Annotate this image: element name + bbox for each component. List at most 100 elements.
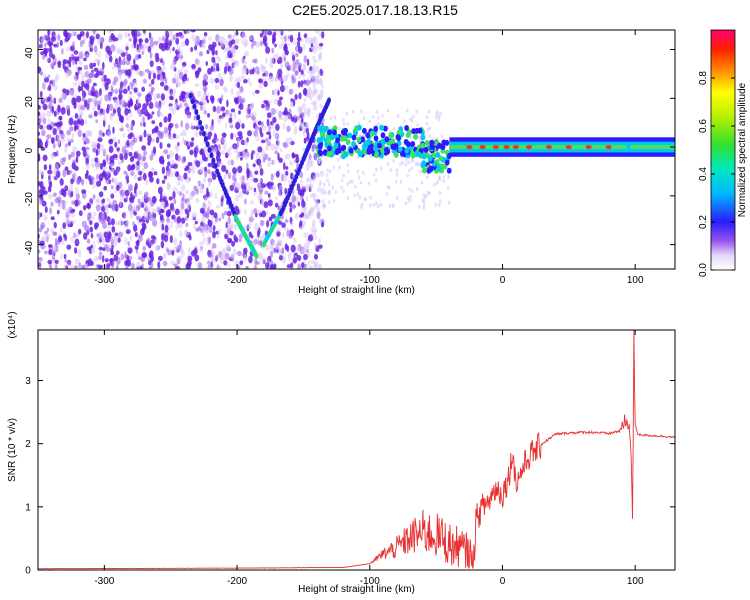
- spectrogram-point: [108, 124, 111, 132]
- spectrogram-point: [182, 91, 187, 96]
- spectrogram-point: [275, 53, 279, 58]
- spectrogram-point: [135, 215, 141, 221]
- spectrogram-point: [295, 52, 299, 58]
- spectrogram-point: [195, 160, 201, 168]
- spectrogram-point: [273, 98, 279, 105]
- band-blob: [400, 150, 405, 157]
- spectrogram-point: [244, 154, 249, 160]
- spectrogram-point: [265, 46, 271, 54]
- spectrogram-point: [290, 244, 296, 253]
- band-blob: [417, 151, 422, 158]
- spectrogram-point: [181, 94, 184, 100]
- bottom-y-tick-label: 3: [25, 376, 31, 387]
- spectrogram-point: [376, 204, 380, 209]
- spectrogram-point: [77, 85, 81, 93]
- spectrogram-point: [56, 121, 62, 128]
- spectrogram-point: [110, 204, 116, 210]
- spectrogram-point: [377, 122, 381, 126]
- spectrogram-point: [410, 166, 414, 171]
- spectrogram-point: [176, 44, 181, 53]
- spectrogram-point: [262, 125, 267, 131]
- spectrogram-point: [228, 68, 234, 75]
- spectrogram-point: [125, 194, 129, 200]
- spectrogram-point: [236, 138, 241, 144]
- spectrogram-point: [149, 154, 154, 161]
- spectrogram-point: [404, 162, 408, 167]
- spectrogram-point: [47, 169, 53, 175]
- spectrogram-point: [170, 260, 176, 266]
- descending-trace-point: [213, 163, 218, 169]
- spectrogram-point: [283, 175, 288, 182]
- descending-trace-point: [196, 114, 201, 121]
- spectrogram-point: [265, 143, 269, 152]
- spectrogram-point: [79, 86, 84, 92]
- band-blob: [368, 143, 374, 150]
- hot-spot: [492, 145, 499, 150]
- spectrogram-point: [220, 94, 224, 102]
- spectrogram-point: [110, 218, 115, 226]
- band-blob: [446, 167, 452, 174]
- spectrogram-point: [270, 213, 276, 219]
- spectrogram-point: [274, 150, 279, 155]
- spectrogram-point: [39, 197, 43, 205]
- spectrogram-point: [267, 30, 273, 36]
- spectrogram-point: [278, 185, 284, 192]
- spectrogram-point: [411, 158, 415, 163]
- spectrogram-point: [163, 252, 167, 260]
- spectrogram-point: [278, 190, 281, 197]
- spectrogram-point: [241, 67, 247, 75]
- spectrogram-point: [279, 96, 283, 101]
- spectrogram-point: [207, 236, 212, 245]
- spectrogram-point: [94, 157, 99, 163]
- spectrogram-point: [261, 30, 267, 36]
- spectrogram-point: [116, 106, 121, 114]
- spectrogram-point: [190, 141, 194, 147]
- spectrogram-point: [50, 152, 55, 160]
- spectrogram-point: [278, 157, 283, 163]
- spectrogram-point: [182, 193, 185, 201]
- top-y-tick-label: 0: [24, 147, 35, 153]
- spectrogram-point: [118, 218, 124, 227]
- spectrogram-point: [103, 114, 107, 122]
- spectrogram-point: [438, 174, 442, 179]
- spectrogram-point: [164, 30, 168, 35]
- spectrogram-point: [74, 258, 80, 265]
- spectrogram-point: [280, 62, 283, 70]
- spectrogram-point: [207, 200, 212, 208]
- spectrogram-point: [144, 37, 149, 44]
- spectrogram-point: [46, 227, 50, 232]
- descending-trace-point: [201, 130, 206, 137]
- spectrogram-point: [259, 40, 264, 47]
- spectrogram-point: [285, 166, 289, 170]
- spectrogram-point: [359, 180, 363, 185]
- spectrogram-point: [332, 165, 336, 170]
- spectrogram-point: [153, 40, 159, 46]
- spectrogram-point: [93, 110, 98, 117]
- spectrogram-point: [41, 200, 47, 207]
- spectrogram-point: [273, 88, 279, 94]
- spectrogram-point: [142, 79, 145, 84]
- spectrogram-point: [185, 122, 190, 131]
- figure-title: C2E5.2025.017.18.13.R15: [292, 2, 458, 18]
- spectrogram-point: [227, 44, 231, 51]
- spectrogram-point: [312, 151, 317, 156]
- spectrogram-point: [161, 179, 166, 184]
- spectrogram-point: [253, 264, 257, 269]
- spectrogram-point: [131, 163, 136, 170]
- spectrogram-point: [281, 247, 285, 255]
- spectrogram-point: [209, 77, 215, 84]
- spectrogram-point: [172, 77, 177, 84]
- spectrogram-point: [367, 181, 371, 186]
- spectrogram-point: [288, 88, 294, 95]
- spectrogram-point: [38, 119, 43, 124]
- spectrogram-point: [49, 41, 54, 46]
- spectrogram-point: [199, 149, 203, 155]
- spectrogram-point: [395, 168, 399, 173]
- spectrogram-point: [232, 133, 238, 138]
- hot-spot: [605, 145, 612, 150]
- spectrogram-point: [206, 169, 211, 175]
- spectrogram-point: [264, 190, 269, 195]
- spectrogram-point: [141, 252, 147, 258]
- spectrogram-point: [70, 178, 74, 185]
- spectrogram-point: [248, 255, 253, 264]
